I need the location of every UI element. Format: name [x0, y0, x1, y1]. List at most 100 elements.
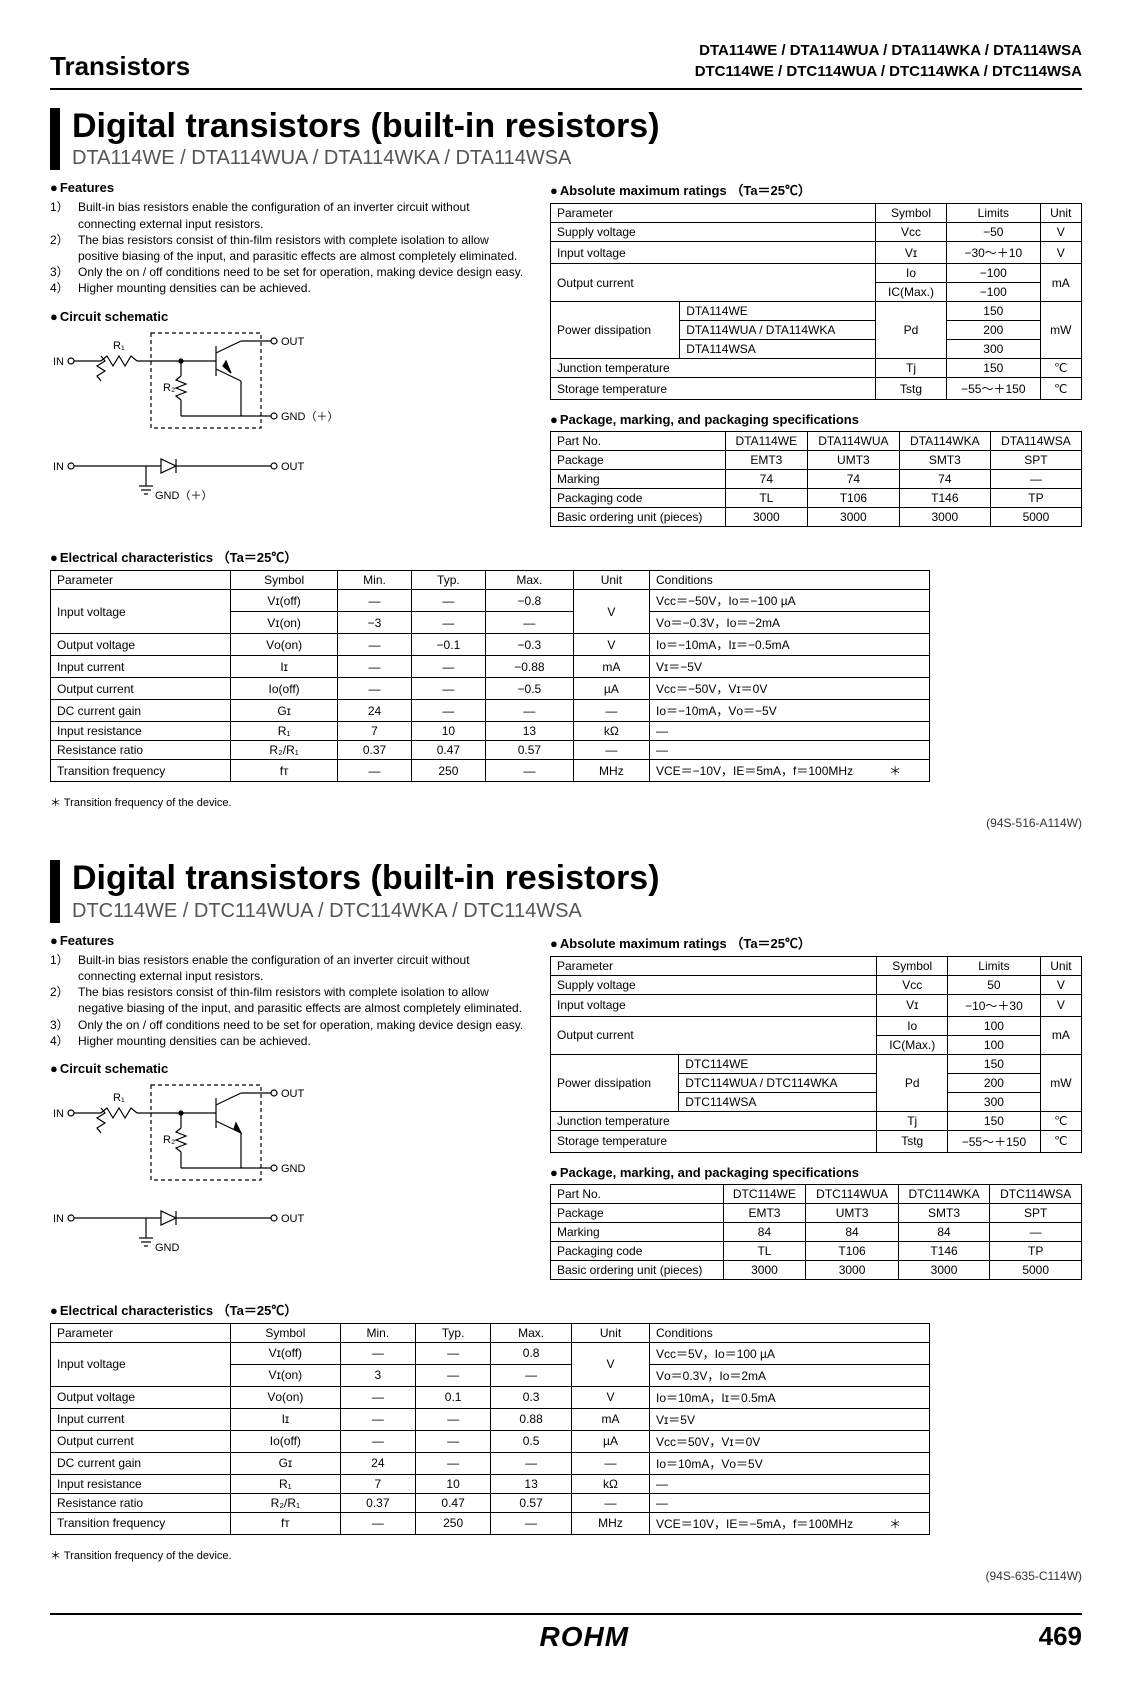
feature-item: 1）Built-in bias resistors enable the con…	[50, 952, 530, 984]
svg-text:IN: IN	[53, 461, 64, 473]
elec-th: Typ.	[415, 1323, 490, 1342]
feature-number: 4）	[50, 280, 78, 296]
abs-th: Parameter	[551, 204, 876, 223]
pkg-th: DTA114WE	[725, 432, 807, 451]
feature-text: Built-in bias resistors enable the confi…	[78, 952, 530, 984]
title-accent-bar	[50, 860, 60, 922]
pkg-cell: TP	[990, 489, 1081, 508]
pkg-cell: Basic ordering unit (pieces)	[551, 1260, 724, 1279]
pkg-cell: 3000	[806, 1260, 898, 1279]
pkg-th: DTC114WKA	[898, 1184, 990, 1203]
pkg-cell: 5000	[990, 508, 1081, 527]
feature-number: 1）	[50, 199, 78, 231]
pkg-cell: T106	[806, 1241, 898, 1260]
elec-th: Unit	[573, 571, 649, 590]
circuit-schematic-svg: IN R₁ R₂ OUT GND（＋） IN OUT GND（＋）	[51, 331, 331, 501]
svg-text:IN: IN	[53, 1213, 64, 1225]
elec-param: DC current gain	[51, 700, 231, 722]
abs-param: Supply voltage	[551, 975, 877, 994]
page-header: Transistors DTA114WE / DTA114WUA / DTA11…	[50, 40, 1082, 90]
page-footer: ROHM 469	[50, 1613, 1082, 1653]
pkg-cell: Packaging code	[551, 1241, 724, 1260]
pkg-cell: SMT3	[899, 451, 990, 470]
pkg-cell: 74	[899, 470, 990, 489]
features-list: 1）Built-in bias resistors enable the con…	[50, 952, 530, 1049]
svg-text:OUT: OUT	[281, 461, 305, 473]
elec-param: Input voltage	[51, 1342, 231, 1386]
feature-number: 3）	[50, 264, 78, 280]
pkg-cell: Marking	[551, 470, 726, 489]
elec-param: Transition frequency	[51, 1512, 231, 1534]
svg-text:GND: GND	[281, 1163, 306, 1175]
datasheet-section: Digital transistors (built-in resistors)…	[50, 108, 1082, 830]
elec-th: Min.	[340, 1323, 415, 1342]
elec-param: Resistance ratio	[51, 741, 231, 760]
elec-heading: Electrical characteristics （Ta＝25℃）	[50, 547, 1082, 566]
header-parts-line2: DTC114WE / DTC114WUA / DTC114WKA / DTC11…	[695, 61, 1082, 82]
pkg-table: Part No.DTA114WEDTA114WUADTA114WKADTA114…	[550, 431, 1082, 527]
svg-text:OUT: OUT	[281, 1213, 305, 1225]
elec-table: ParameterSymbolMin.Typ.Max.UnitCondition…	[50, 1323, 930, 1535]
abs-max-table: ParameterSymbolLimitsUnitSupply voltageV…	[550, 956, 1082, 1153]
svg-text:OUT: OUT	[281, 1088, 305, 1100]
pkg-cell: 3000	[807, 508, 899, 527]
abs-th: Symbol	[877, 956, 948, 975]
feature-item: 2）The bias resistors consist of thin-fil…	[50, 232, 530, 264]
pkg-cell: EMT3	[725, 451, 807, 470]
feature-number: 2）	[50, 232, 78, 264]
header-parts-line1: DTA114WE / DTA114WUA / DTA114WKA / DTA11…	[695, 40, 1082, 61]
feature-number: 4）	[50, 1033, 78, 1049]
elec-param: Output current	[51, 678, 231, 700]
feature-text: Only the on / off conditions need to be …	[78, 264, 530, 280]
section-title-row: Digital transistors (built-in resistors)…	[50, 108, 1082, 170]
pkg-th: DTC114WE	[723, 1184, 806, 1203]
pkg-cell: —	[990, 1222, 1082, 1241]
pkg-cell: 84	[898, 1222, 990, 1241]
elec-param: Output voltage	[51, 634, 231, 656]
svg-text:GND: GND	[155, 1242, 180, 1253]
elec-param: Resistance ratio	[51, 1493, 231, 1512]
section-title: Digital transistors (built-in resistors)	[72, 108, 660, 145]
pkg-cell: 3000	[725, 508, 807, 527]
svg-text:IN: IN	[53, 1108, 64, 1120]
abs-th: Symbol	[875, 204, 946, 223]
elec-param: Input current	[51, 1408, 231, 1430]
pkg-th: DTA114WSA	[990, 432, 1081, 451]
pkg-th: DTC114WSA	[990, 1184, 1082, 1203]
elec-param: Output voltage	[51, 1386, 231, 1408]
feature-text: The bias resistors consist of thin-film …	[78, 232, 530, 264]
pkg-cell: —	[990, 470, 1081, 489]
feature-text: Higher mounting densities can be achieve…	[78, 280, 530, 296]
schematic-heading: Circuit schematic	[50, 1061, 530, 1076]
elec-th: Conditions	[650, 1323, 930, 1342]
feature-text: Built-in bias resistors enable the confi…	[78, 199, 530, 231]
abs-param: Junction temperature	[551, 359, 876, 378]
elec-th: Conditions	[650, 571, 930, 590]
abs-param: Junction temperature	[551, 1111, 877, 1130]
abs-param: Output current	[551, 264, 876, 302]
pkg-cell: T106	[807, 489, 899, 508]
datasheet-section: Digital transistors (built-in resistors)…	[50, 860, 1082, 1582]
abs-param: Input voltage	[551, 994, 877, 1016]
circuit-schematic-svg: IN R₁ R₂ OUT GND IN OUT GND	[51, 1083, 331, 1253]
pkg-cell: T146	[899, 489, 990, 508]
pkg-cell: TL	[725, 489, 807, 508]
pkg-cell: 5000	[990, 1260, 1082, 1279]
circuit-schematic: IN R₁ R₂ OUT GND IN OUT GND	[50, 1082, 530, 1257]
circuit-schematic: IN R₁ R₂ OUT GND（＋） IN OUT GND（＋）	[50, 330, 530, 505]
pkg-th: DTA114WUA	[807, 432, 899, 451]
elec-param: Input resistance	[51, 722, 231, 741]
feature-item: 3）Only the on / off conditions need to b…	[50, 1017, 530, 1033]
abs-th: Unit	[1040, 204, 1081, 223]
features-heading: Features	[50, 180, 530, 195]
abs-max-heading: Absolute maximum ratings （Ta＝25℃）	[550, 180, 1082, 199]
elec-param: Output current	[51, 1430, 231, 1452]
svg-text:GND（＋）: GND（＋）	[155, 489, 212, 501]
elec-th: Symbol	[231, 1323, 341, 1342]
elec-th: Parameter	[51, 1323, 231, 1342]
elec-param: Input resistance	[51, 1474, 231, 1493]
pkg-cell: 84	[723, 1222, 806, 1241]
svg-text:R₁: R₁	[113, 1092, 125, 1104]
title-text-block: Digital transistors (built-in resistors)…	[72, 108, 660, 170]
feature-text: Higher mounting densities can be achieve…	[78, 1033, 530, 1049]
